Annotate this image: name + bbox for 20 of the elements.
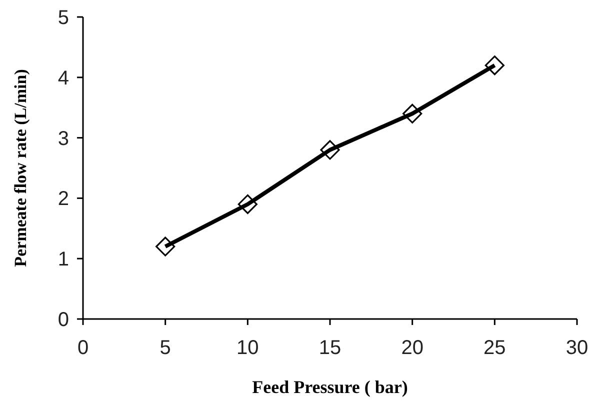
point [238,194,258,214]
x-tick-label: 0 [77,337,89,359]
point [320,140,340,160]
y-tick-label: 1 [58,248,69,271]
x-tick-label: 15 [318,337,342,359]
x-tick-label: 30 [566,337,588,359]
point [484,56,504,76]
x-tick-label: 20 [401,337,424,359]
x-tick-label: 5 [160,337,171,359]
x-tick-label: 10 [236,337,259,359]
x-axis-title: Feed Pressure ( bar) [252,377,408,397]
x-tick-label: 25 [484,337,506,359]
y-axis-title: Permeate flow rate (L/min) [11,69,30,267]
y-tick-label: 3 [58,128,69,150]
y-tick-label: 2 [58,188,69,210]
y-tick-label: 4 [58,67,69,90]
y-tick-label: 0 [58,309,69,331]
point [402,104,422,124]
point [156,236,176,256]
y-tick-label: 5 [58,7,69,29]
